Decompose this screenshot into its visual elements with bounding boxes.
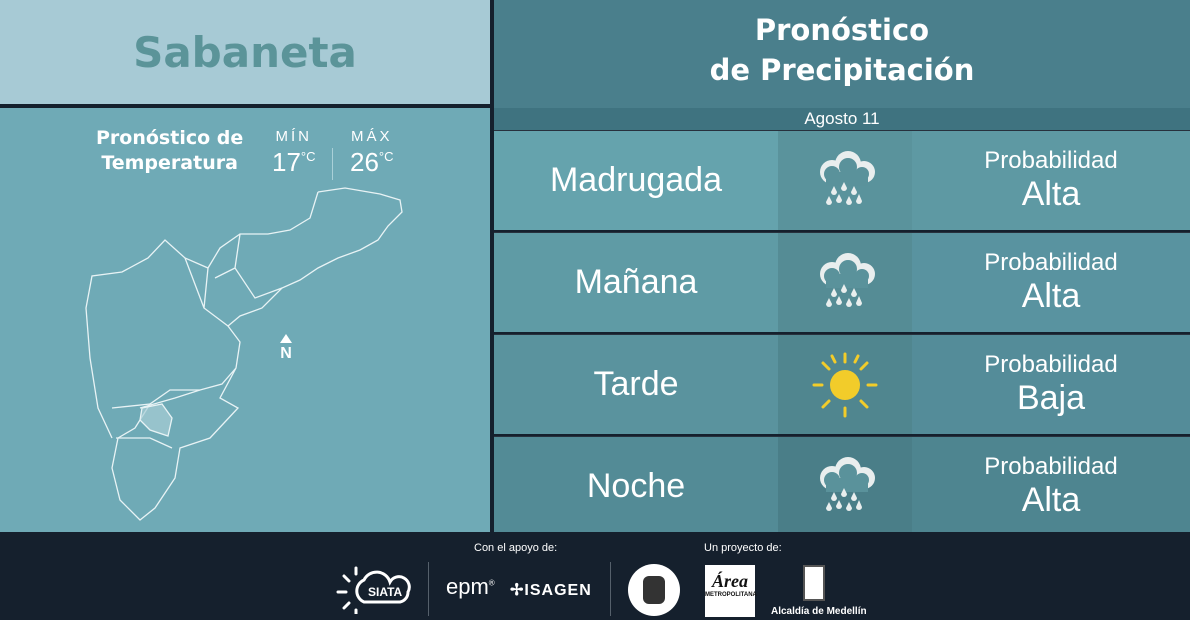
- period-label: Mañana: [494, 233, 778, 332]
- location-title: Sabaneta: [133, 27, 357, 77]
- probability: Probabilidad Alta: [912, 131, 1190, 230]
- period-label: Madrugada: [494, 131, 778, 230]
- siata-logo: SIATA: [336, 564, 416, 616]
- probability: Probabilidad Baja: [912, 335, 1190, 434]
- forecast-date: Agosto 11: [494, 108, 1190, 130]
- location-header: Sabaneta: [0, 0, 490, 104]
- divider: [332, 148, 333, 180]
- north-arrow-icon: [280, 334, 292, 343]
- epm-logo: epm®: [446, 574, 495, 599]
- svg-text:SIATA: SIATA: [368, 585, 403, 599]
- rain-cloud-icon: [778, 437, 912, 536]
- north-indicator: N: [280, 334, 292, 363]
- temperature-title: Pronóstico de Temperatura: [96, 127, 244, 174]
- rain-cloud-icon: [778, 131, 912, 230]
- probability-value: Alta: [1021, 175, 1081, 213]
- area-metropolitana-logo: Área METROPOLITANA: [705, 565, 757, 617]
- forecast-row: Tarde Probabilidad Baja: [494, 334, 1190, 434]
- sun-icon: [778, 335, 912, 434]
- forecast-row: Madrugada Probabilidad Alta: [494, 130, 1190, 230]
- period-label: Noche: [494, 437, 778, 536]
- probability-value: Alta: [1021, 277, 1081, 315]
- forecast-row: Mañana Probabilidad Alta: [494, 232, 1190, 332]
- alcaldia-shield-logo: [803, 565, 825, 601]
- forecast-row: Noche Probabilidad Alta: [494, 436, 1190, 536]
- probability-value: Baja: [1016, 379, 1086, 417]
- divider: [610, 562, 611, 616]
- isagen-logo: ✢ISAGEN: [510, 582, 592, 599]
- probability-value: Alta: [1021, 481, 1081, 519]
- temperature-panel: Pronóstico de Temperatura MÍN 17°C MÁX 26°C…: [0, 108, 490, 532]
- probability: Probabilidad Alta: [912, 233, 1190, 332]
- support-label: Con el apoyo de:: [474, 542, 558, 554]
- divider: [428, 562, 429, 616]
- antioquia-seal-logo: [628, 564, 680, 616]
- period-label: Tarde: [494, 335, 778, 434]
- footer: Con el apoyo de: Un proyecto de: SIATA e…: [0, 532, 1190, 620]
- probability: Probabilidad Alta: [912, 437, 1190, 536]
- alcaldia-logo-text: Alcaldía de Medellín: [771, 606, 867, 617]
- temp-min: MÍN 17°C: [272, 128, 316, 177]
- rain-cloud-icon: [778, 233, 912, 332]
- project-label: Un proyecto de:: [704, 542, 782, 554]
- region-map: [85, 187, 403, 521]
- temp-max: MÁX 26°C: [350, 128, 394, 177]
- precip-title: Pronóstico de Precipitación: [494, 0, 1190, 108]
